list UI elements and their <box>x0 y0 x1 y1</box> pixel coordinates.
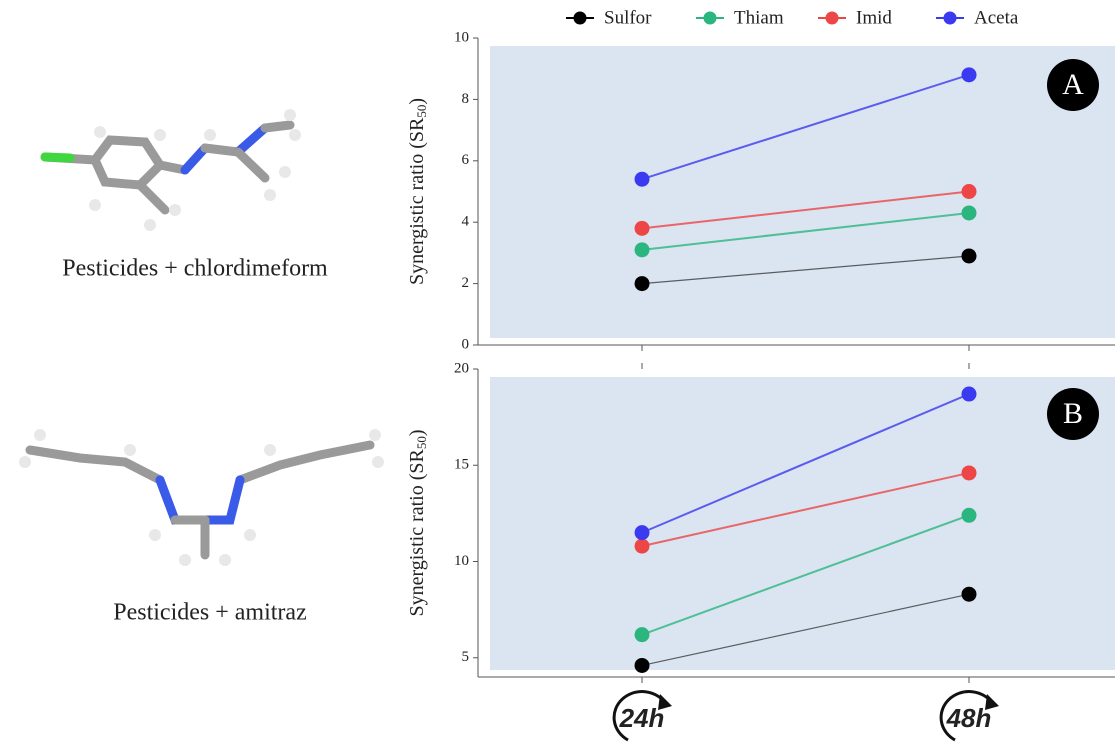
y-tick-label: 20 <box>454 360 469 376</box>
x-tick-label: 48h <box>946 703 992 733</box>
molecule-chlordimeform <box>45 109 301 231</box>
data-point <box>962 587 977 602</box>
x-tick-label: 24h <box>619 703 665 733</box>
molecule-amitraz <box>19 429 384 566</box>
y-tick-label: 5 <box>462 649 470 665</box>
legend-marker <box>574 12 587 25</box>
molecule-caption: Pesticides + amitraz <box>113 600 306 626</box>
y-tick-label: 0 <box>462 336 470 352</box>
data-point <box>635 221 650 236</box>
legend-label: Imid <box>856 7 892 28</box>
data-point <box>962 465 977 480</box>
panel-label: B <box>1063 397 1083 430</box>
legend-label: Sulfor <box>604 7 652 28</box>
data-point <box>635 539 650 554</box>
y-tick-label: 2 <box>462 275 470 291</box>
y-axis-label-suffix: ) <box>406 429 428 436</box>
y-axis-label: Synergistic ratio (SR50) <box>406 429 429 616</box>
y-axis-label-suffix: ) <box>406 98 428 105</box>
data-point <box>635 172 650 187</box>
data-point <box>635 627 650 642</box>
y-axis-label-subscript: 50 <box>414 105 429 118</box>
y-axis-label-text: Synergistic ratio (SR <box>406 448 428 616</box>
data-point <box>962 387 977 402</box>
legend-marker <box>826 12 839 25</box>
y-axis-label: Synergistic ratio (SR50) <box>406 98 429 285</box>
data-point <box>635 525 650 540</box>
legend-marker <box>944 12 957 25</box>
plot-background <box>490 46 1115 338</box>
legend-label: Aceta <box>974 7 1019 28</box>
y-axis-label-subscript: 50 <box>414 436 429 449</box>
y-tick-label: 8 <box>462 91 470 107</box>
data-point <box>635 276 650 291</box>
figure: Pesticides + chlordimeform Pesticides + … <box>0 0 1115 754</box>
legend-label: Thiam <box>734 7 784 28</box>
plot-background <box>490 377 1115 670</box>
legend-marker <box>704 12 717 25</box>
data-point <box>962 67 977 82</box>
y-tick-label: 6 <box>462 152 470 168</box>
y-tick-label: 4 <box>462 214 470 230</box>
data-point <box>962 184 977 199</box>
y-tick-label: 10 <box>454 553 469 569</box>
data-point <box>635 242 650 257</box>
molecule-caption: Pesticides + chlordimeform <box>62 256 328 282</box>
data-point <box>962 248 977 263</box>
y-axis-label-text: Synergistic ratio (SR <box>406 117 428 285</box>
data-point <box>635 658 650 673</box>
data-point <box>962 205 977 220</box>
y-tick-label: 15 <box>454 457 469 473</box>
panel-label: A <box>1062 68 1084 101</box>
data-point <box>962 508 977 523</box>
y-tick-label: 10 <box>454 29 469 45</box>
